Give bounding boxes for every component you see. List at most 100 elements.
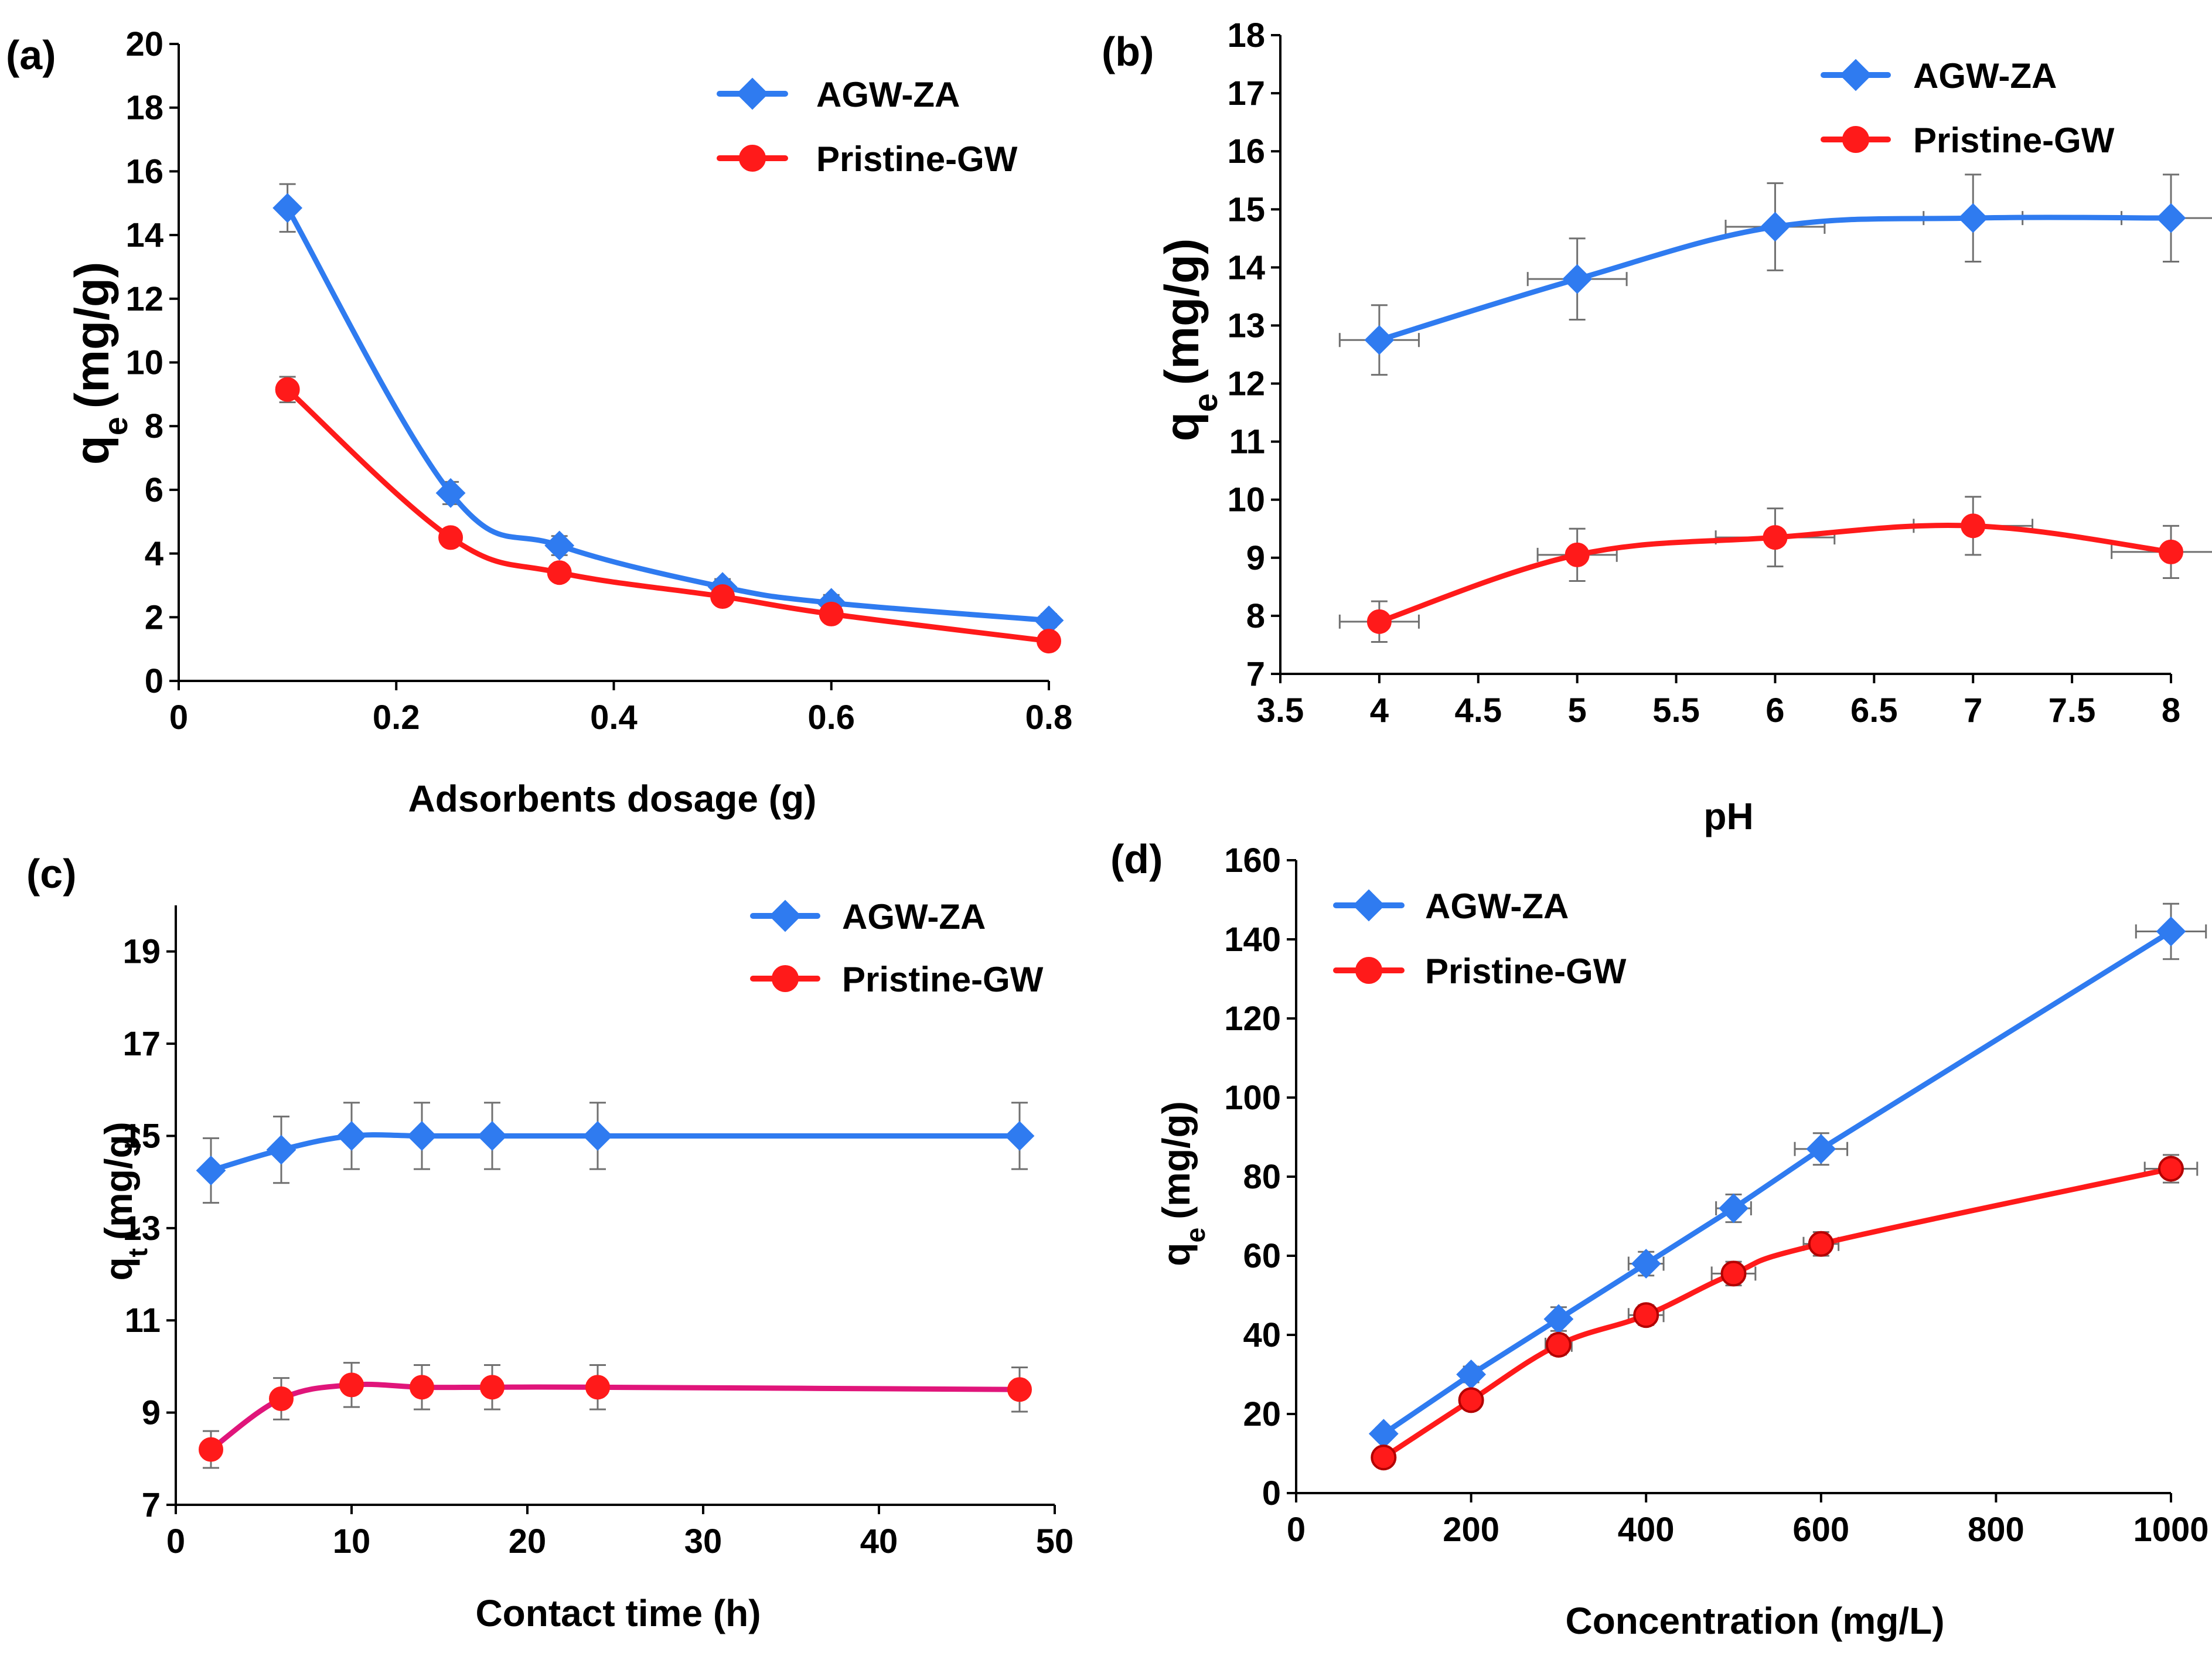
data-point [1631, 1249, 1661, 1279]
x-tick-label: 6 [1765, 691, 1784, 730]
chart-b-ph: 7 8 9 10 11 12 13 14 15 16 17 18 3.5 4 4.5 5 5.5 6 6.5 7 7.5… [1102, 16, 2212, 837]
y-axis-label-main: q [1154, 1242, 1198, 1266]
series-line [208, 1132, 1023, 1173]
y-tick-label: 10 [125, 344, 163, 382]
x-tick-label: 40 [860, 1522, 898, 1560]
y-axis-label-main: q [1156, 412, 1209, 441]
data-point [266, 1134, 296, 1165]
y-tick-label: 19 [122, 933, 161, 971]
data-point [1562, 264, 1593, 294]
data-point [477, 1121, 507, 1151]
x-tick-label: 7 [1964, 691, 1982, 730]
y-tick-label: 100 [1224, 1079, 1281, 1117]
legend-marker [736, 77, 769, 110]
series-agw-za [1368, 902, 2207, 1449]
x-tick-label: 50 [1036, 1522, 1074, 1560]
series-line [285, 387, 1052, 644]
data-point [1364, 325, 1395, 355]
series-line [1381, 1166, 2174, 1460]
y-axis-label-subscript: t [122, 1248, 153, 1257]
data-point [199, 1437, 223, 1462]
data-point [1543, 1304, 1574, 1334]
data-point [438, 525, 463, 550]
chart-a-adsorbent-dosage: 0 2 4 6 8 10 12 14 16 18 20 0 0.2 0.4 0.6 0.8 (a) Adsorbe… [6, 25, 1072, 820]
data-point [2159, 539, 2183, 564]
data-point [269, 1386, 294, 1412]
data-point [407, 1121, 437, 1151]
data-point [547, 560, 572, 585]
x-tick-label: 0.4 [590, 698, 638, 737]
x-tick-label: 6.5 [1850, 691, 1898, 730]
data-point [582, 1121, 613, 1151]
data-point [1763, 525, 1788, 550]
y-tick-label: 16 [125, 152, 163, 190]
y-tick-label: 17 [1227, 74, 1265, 113]
y-tick-label: 80 [1243, 1158, 1281, 1196]
series-agw-za [272, 183, 1064, 636]
legend-marker [1352, 889, 1385, 922]
legend-label: AGW-ZA [1913, 56, 2057, 96]
data-point [1808, 1231, 1834, 1257]
data-point [1004, 1121, 1035, 1151]
x-tick-label: 0.2 [373, 698, 420, 737]
y-tick-label: 0 [1262, 1474, 1281, 1512]
legend-marker [772, 965, 799, 992]
legend-label: Pristine-GW [816, 139, 1018, 179]
data-point [585, 1375, 610, 1400]
y-axis-label-unit: (mg/g) [97, 1122, 140, 1240]
legend-label: Pristine-GW [1425, 952, 1627, 991]
x-tick-label: 600 [1792, 1511, 1849, 1549]
y-tick-label: 14 [1227, 248, 1265, 287]
y-tick-label: 120 [1224, 1000, 1281, 1038]
x-tick-label: 0 [1287, 1511, 1306, 1549]
panel-label: (b) [1102, 29, 1154, 74]
y-tick-label: 7 [142, 1486, 161, 1524]
x-tick-label: 5 [1568, 691, 1587, 730]
y-tick-label: 13 [1227, 306, 1265, 345]
data-point [480, 1375, 505, 1400]
data-point [1720, 1260, 1747, 1287]
data-point [2156, 916, 2186, 946]
y-tick-label: 20 [1243, 1395, 1281, 1433]
y-tick-label: 12 [125, 280, 163, 318]
y-tick-label: 18 [125, 89, 163, 127]
data-point [196, 1156, 226, 1185]
data-point [1806, 1134, 1836, 1164]
y-tick-label: 4 [145, 535, 163, 573]
data-point [1458, 1387, 1484, 1413]
data-point [710, 584, 735, 609]
data-point [1366, 609, 1392, 634]
y-tick-label: 60 [1243, 1237, 1281, 1275]
data-point [336, 1121, 367, 1151]
chart-d-concentration: 0 20 40 60 80 100 120 140 160 0 200 400 600 800 1000 (d… [1110, 836, 2209, 1642]
x-tick-label: 1000 [2133, 1511, 2208, 1549]
y-tick-label: 18 [1227, 16, 1265, 54]
data-point [1007, 1377, 1032, 1402]
legend-label: Pristine-GW [1913, 121, 2115, 160]
series-pristine-gw [275, 376, 1061, 654]
legend-label: AGW-ZA [816, 75, 960, 114]
data-point [1565, 542, 1590, 567]
y-tick-label: 6 [145, 471, 163, 509]
chart-c-contact-time: 7 9 11 13 15 17 19 0 10 20 30 40 50 (c) Contact time (… [26, 851, 1073, 1634]
y-tick-label: 12 [1227, 365, 1265, 403]
y-tick-label: 8 [145, 407, 163, 445]
y-tick-label: 15 [122, 1117, 161, 1155]
y-tick-label: 140 [1224, 921, 1281, 959]
data-point [339, 1372, 364, 1398]
x-tick-label: 400 [1618, 1511, 1675, 1549]
data-point [1719, 1193, 1749, 1224]
legend-label: AGW-ZA [1425, 887, 1569, 926]
data-point [1958, 203, 1988, 233]
x-axis-label: Concentration (mg/L) [1565, 1600, 1944, 1642]
y-tick-label: 14 [125, 216, 163, 254]
y-axis-label: qe (mg/g) [1156, 238, 1225, 442]
series-line [285, 205, 1052, 623]
data-point [1545, 1331, 1572, 1358]
x-tick-label: 5.5 [1652, 691, 1700, 730]
y-tick-label: 0 [145, 662, 163, 700]
series-pristine-gw [1371, 1154, 2199, 1471]
x-tick-label: 800 [1968, 1511, 2024, 1549]
legend-marker [739, 145, 766, 172]
data-point [2158, 1156, 2184, 1182]
